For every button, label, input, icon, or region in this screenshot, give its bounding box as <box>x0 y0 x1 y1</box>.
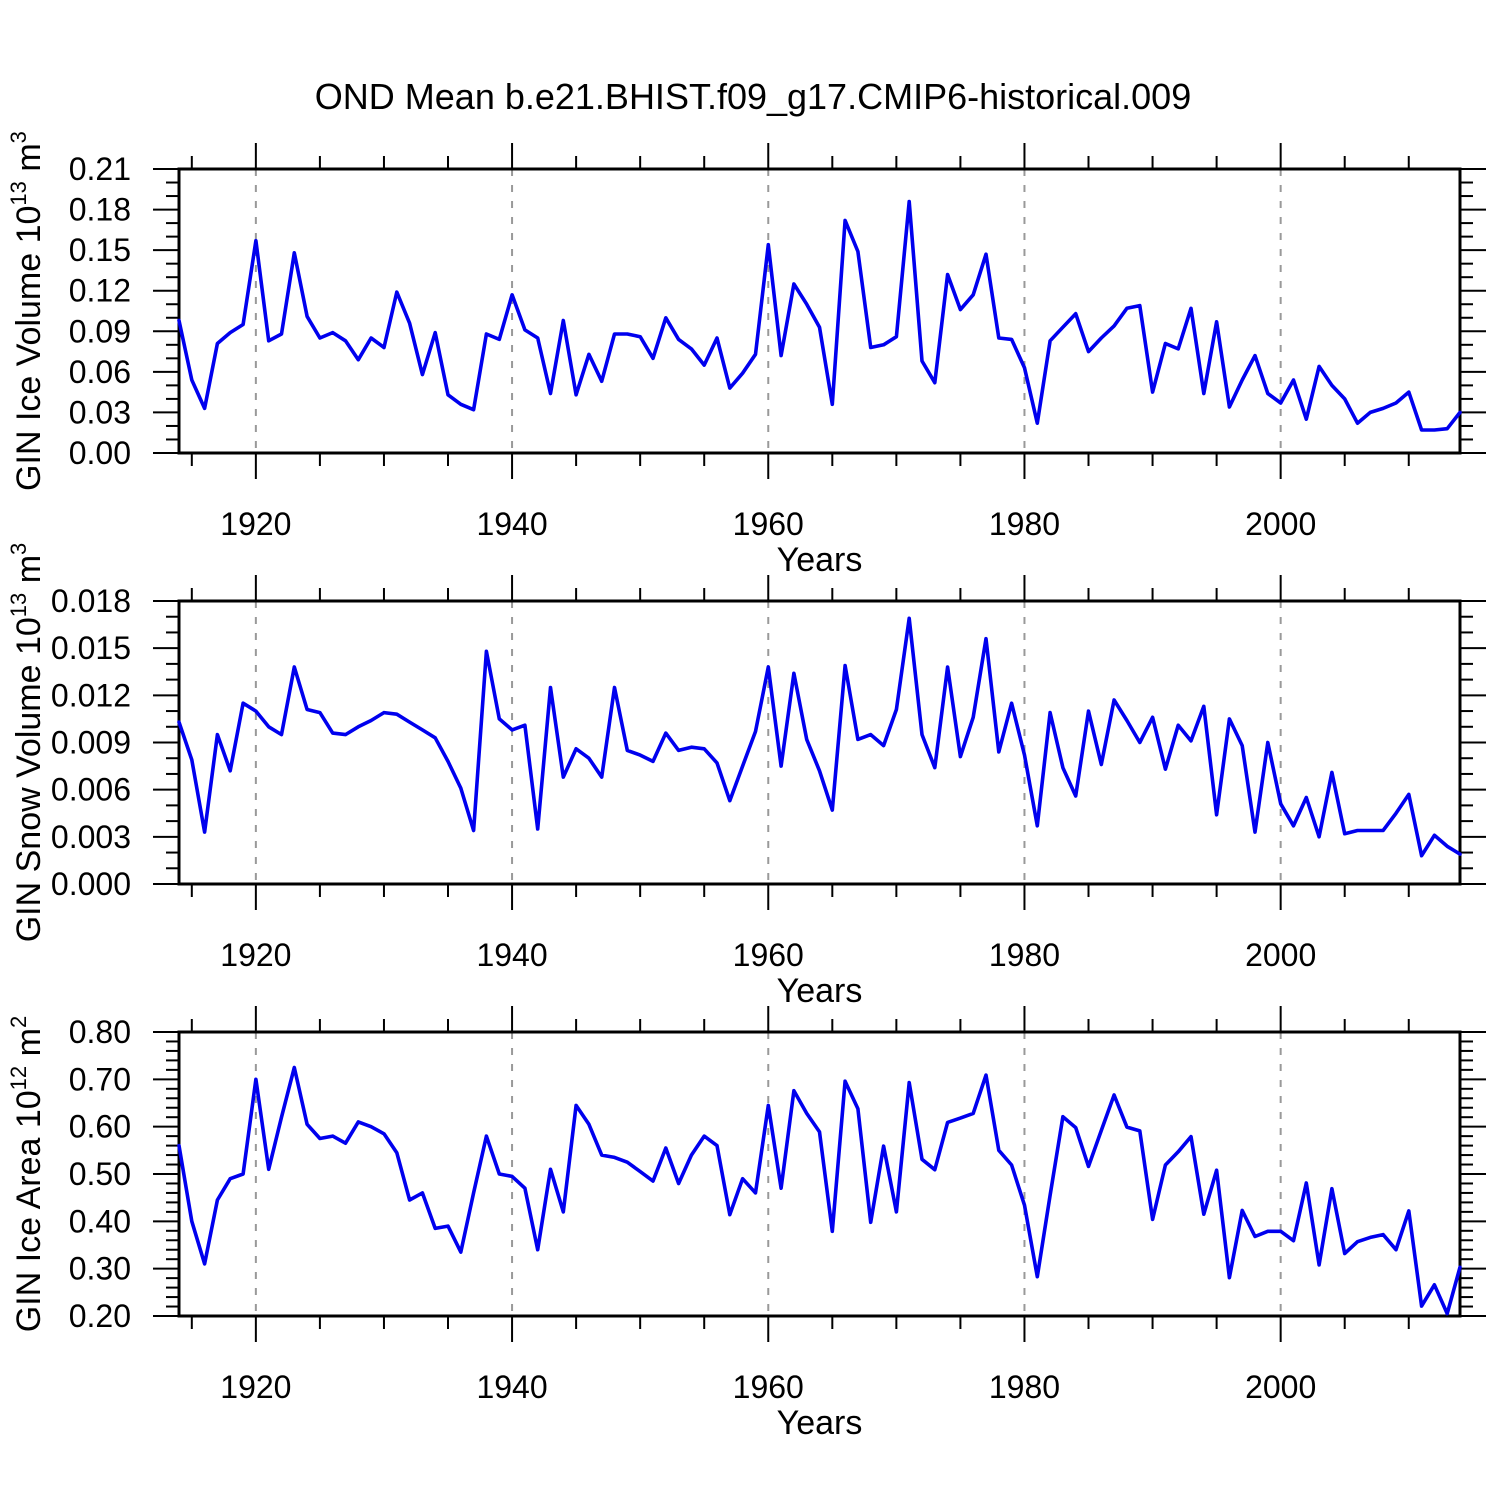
data-line-series <box>177 199 1462 432</box>
x-axis-title: Years <box>777 1404 863 1442</box>
y-tick-label: 0.18 <box>69 192 131 228</box>
y-tick-label: 0.06 <box>69 354 131 390</box>
x-tick-label: 1940 <box>476 506 547 542</box>
x-tick-label: 1940 <box>476 937 547 973</box>
x-tick-label: 1960 <box>733 1369 804 1405</box>
y-tick-label: 0.15 <box>69 232 131 268</box>
y-tick-label: 0.20 <box>69 1298 131 1334</box>
data-line-series <box>177 616 1462 858</box>
y-tick-label: 0.003 <box>51 819 131 855</box>
y-tick-label: 0.03 <box>69 394 131 430</box>
y-axis-title: GIN Snow Volume 1013 m3 <box>6 543 48 943</box>
y-tick-label: 0.009 <box>51 725 131 761</box>
x-tick-label: 1920 <box>220 1369 291 1405</box>
chart-title: OND Mean b.e21.BHIST.f09_g17.CMIP6-histo… <box>314 76 1192 117</box>
y-tick-label: 0.018 <box>51 583 131 619</box>
y-tick-label: 0.30 <box>69 1251 131 1287</box>
x-tick-label: 1920 <box>220 506 291 542</box>
x-axis-title: Years <box>777 972 863 1010</box>
y-axis-title: GIN Ice Volume 1013 m3 <box>6 131 48 491</box>
data-line-series <box>177 1065 1462 1316</box>
y-tick-label: 0.000 <box>51 866 131 902</box>
x-axis-title: Years <box>777 541 863 579</box>
y-tick-label: 0.60 <box>69 1109 131 1145</box>
x-tick-label: 1960 <box>733 506 804 542</box>
plot-box <box>177 1030 1462 1318</box>
y-tick-label: 0.80 <box>69 1014 131 1050</box>
x-tick-label: 1980 <box>989 1369 1060 1405</box>
y-tick-label: 0.21 <box>69 151 131 187</box>
y-tick-label: 0.40 <box>69 1203 131 1239</box>
y-axis-title: GIN Ice Area 1012 m2 <box>6 1016 48 1332</box>
y-tick-label: 0.70 <box>69 1061 131 1097</box>
x-tick-label: 1940 <box>476 1369 547 1405</box>
y-tick-label: 0.12 <box>69 273 131 309</box>
y-tick-label: 0.012 <box>51 677 131 713</box>
x-tick-label: 1980 <box>989 937 1060 973</box>
y-tick-label: 0.50 <box>69 1156 131 1192</box>
x-tick-label: 1980 <box>989 506 1060 542</box>
y-tick-label: 0.00 <box>69 435 131 471</box>
y-tick-label: 0.09 <box>69 313 131 349</box>
x-tick-label: 1920 <box>220 937 291 973</box>
x-tick-label: 1960 <box>733 937 804 973</box>
x-tick-label: 2000 <box>1245 506 1316 542</box>
y-tick-label: 0.015 <box>51 630 131 666</box>
plot-box <box>177 167 1462 455</box>
y-tick-label: 0.006 <box>51 772 131 808</box>
x-tick-label: 2000 <box>1245 937 1316 973</box>
x-tick-label: 2000 <box>1245 1369 1316 1405</box>
